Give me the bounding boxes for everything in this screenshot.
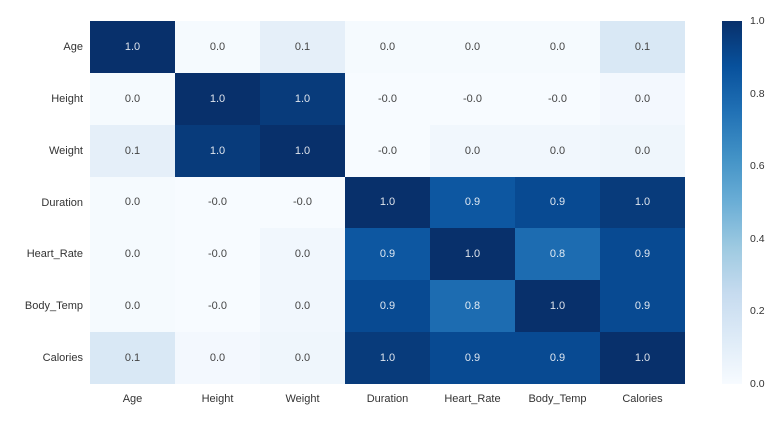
heatmap-cell: 0.9	[345, 280, 430, 333]
heatmap-cell: 0.1	[90, 124, 175, 177]
y-tick-label: Calories	[42, 352, 83, 365]
x-tick-label: Calories	[622, 393, 663, 405]
heatmap-cell: 1.0	[345, 176, 430, 229]
heatmap-cell: 1.0	[90, 21, 175, 73]
heatmap-cell: -0.0	[175, 280, 260, 333]
heatmap-cell: 1.0	[600, 332, 685, 384]
heatmap-cell: 1.0	[430, 228, 515, 281]
x-tick-label: Weight	[285, 393, 320, 405]
heatmap-cell: 0.0	[175, 332, 260, 384]
colorbar-tick-label: 0.4	[750, 232, 765, 245]
heatmap-cell: 0.0	[90, 72, 175, 125]
heatmap-cell: -0.0	[430, 72, 515, 125]
heatmap-cell: 0.0	[175, 21, 260, 73]
heatmap-cell: 1.0	[600, 176, 685, 229]
colorbar-tick-label: 0.8	[750, 87, 765, 100]
heatmap-cell: 0.0	[515, 21, 600, 73]
heatmap-cell: 0.0	[430, 124, 515, 177]
y-axis-tick-labels: Age Height Weight Duration Heart_Rate Body_Te…	[0, 21, 83, 384]
colorbar-gradient	[722, 21, 742, 384]
heatmap-cell: 0.0	[260, 228, 345, 281]
heatmap-cell: 0.9	[430, 332, 515, 384]
heatmap-cell: -0.0	[345, 72, 430, 125]
x-tick-label: Duration	[366, 393, 409, 405]
heatmap-cell: 1.0	[175, 72, 260, 125]
x-tick-label: Age	[122, 393, 143, 405]
x-axis-tick-labels: Age Height Weight Duration Heart_Rate Body_Te…	[90, 390, 685, 408]
heatmap-cell: 0.9	[515, 176, 600, 229]
heatmap-cell: 0.9	[345, 228, 430, 281]
heatmap-cell: 0.1	[600, 21, 685, 73]
heatmap-cell: 0.1	[90, 332, 175, 384]
colorbar-tick-label: 0.2	[750, 305, 765, 318]
x-tick-label: Heart_Rate	[444, 393, 501, 405]
heatmap-cell: 0.9	[600, 280, 685, 333]
colorbar-tick-label: 0.0	[750, 378, 765, 390]
y-tick-label: Body_Temp	[24, 300, 83, 313]
heatmap-cell: -0.0	[175, 228, 260, 281]
heatmap-cell: 0.9	[600, 228, 685, 281]
heatmap-cell: 0.0	[90, 176, 175, 229]
y-tick-label: Heart_Rate	[26, 248, 83, 261]
x-tick-label: Height	[201, 393, 234, 405]
heatmap-cell: 0.8	[430, 280, 515, 333]
heatmap-cell: 0.8	[515, 228, 600, 281]
heatmap-cell: 1.0	[260, 72, 345, 125]
heatmap-cell: 0.0	[345, 21, 430, 73]
heatmap-cell: 0.0	[430, 21, 515, 73]
heatmap-cell: 0.0	[90, 280, 175, 333]
heatmap-cell: 1.0	[515, 280, 600, 333]
y-tick-label: Duration	[41, 196, 83, 209]
y-tick-label: Weight	[48, 144, 83, 157]
y-tick-label: Height	[51, 92, 83, 105]
heatmap-cell: -0.0	[345, 124, 430, 177]
colorbar-tick-label: 1.0	[750, 15, 765, 27]
x-tick-label: Body_Temp	[528, 393, 587, 405]
heatmap-grid: 1.0 0.0 0.1 0.0 0.0 0.0 0.1 0.0 1.0 1.0 -0.0 -0.0 -0…	[90, 21, 685, 384]
heatmap-cell: -0.0	[175, 176, 260, 229]
heatmap-cell: 0.9	[430, 176, 515, 229]
colorbar-tick-labels: 1.0 0.8 0.6 0.4 0.2 0.0	[750, 15, 780, 390]
heatmap-cell: 0.0	[600, 124, 685, 177]
heatmap-cell: -0.0	[260, 176, 345, 229]
y-tick-label: Age	[63, 40, 83, 53]
heatmap-cell: -0.0	[515, 72, 600, 125]
heatmap-cell: 0.9	[515, 332, 600, 384]
heatmap-cell: 0.0	[260, 332, 345, 384]
heatmap-cell: 0.0	[515, 124, 600, 177]
heatmap-cell: 0.0	[90, 228, 175, 281]
heatmap-cell: 0.0	[600, 72, 685, 125]
heatmap-cell: 0.1	[260, 21, 345, 73]
heatmap-cell: 1.0	[345, 332, 430, 384]
heatmap-cell: 1.0	[175, 124, 260, 177]
heatmap-cell: 0.0	[260, 280, 345, 333]
colorbar-tick-label: 0.6	[750, 160, 765, 173]
heatmap-cell: 1.0	[260, 124, 345, 177]
